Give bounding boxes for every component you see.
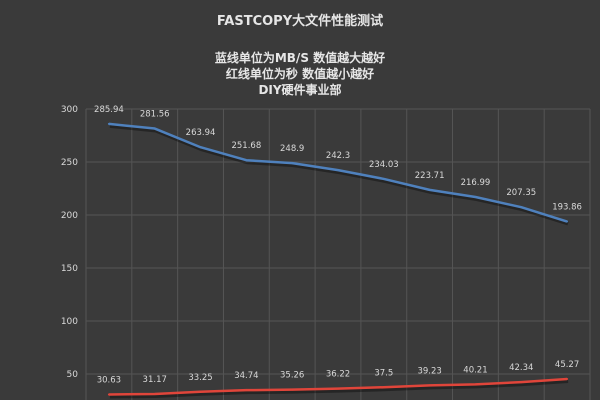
data-point [566,220,569,223]
data-label: 242.3 [326,151,350,161]
data-labels: 285.94 281.56 263.94 251.68 248.9 242.3 234.03… [94,105,582,386]
y-tick-label: 100 [61,317,78,327]
data-point [337,169,339,172]
y-axis-ticks: 300 250 200 150 100 50 [61,105,78,380]
data-label: 251.68 [231,141,261,151]
chart-subtitle-1: 蓝线单位为MB/S 数值越大越好 [214,51,386,65]
data-label: 33.25 [188,373,212,383]
data-label: 39.23 [417,366,441,376]
data-label: 248.9 [280,144,304,154]
y-tick-label: 300 [61,105,78,115]
data-point [153,392,156,395]
data-point [245,159,248,162]
data-label: 216.99 [461,178,491,188]
chart-title: FASTCOPY大文件性能测试 [216,14,384,29]
data-point [382,177,385,180]
data-label: 281.56 [140,110,170,120]
data-label: 34.74 [234,371,258,381]
series-shadow [109,379,569,399]
data-label: 31.17 [143,375,167,385]
data-label: 36.22 [326,370,350,380]
y-tick-label: 250 [61,158,78,168]
data-point [107,122,110,125]
data-label: 45.27 [555,360,579,370]
data-label: 234.03 [369,160,399,170]
data-point [566,378,569,381]
grid-lines [85,108,591,400]
data-point [107,393,110,396]
series-group [107,122,569,399]
data-point [245,389,248,392]
y-tick-label: 200 [61,211,78,221]
data-point [382,386,385,389]
data-label: 223.71 [415,171,445,181]
data-point [520,206,523,209]
chart-subtitle-3: DIY硬件事业部 [258,83,342,97]
data-point [520,381,523,384]
data-point [199,146,202,149]
y-tick-label: 150 [61,264,78,274]
data-point [428,384,431,387]
data-point [199,390,202,393]
data-label: 263.94 [186,128,216,138]
data-point [291,162,294,165]
data-point [474,383,477,386]
data-point [153,127,156,130]
chart-subtitle-2: 红线单位为秒 数值越小越好 [225,67,375,81]
data-point [291,388,294,391]
data-label: 37.5 [374,368,393,378]
data-label: 35.26 [280,371,304,381]
data-label: 30.63 [97,376,121,386]
data-label: 40.21 [463,365,487,375]
data-label: 42.34 [509,363,533,373]
data-label: 285.94 [94,105,124,115]
data-point [474,195,477,198]
series-shadow [109,123,569,226]
data-label: 207.35 [506,188,536,198]
chart-titles: FASTCOPY大文件性能测试 蓝线单位为MB/S 数值越大越好 红线单位为秒 … [0,0,600,98]
data-point [337,387,339,390]
data-point [428,188,431,191]
y-tick-label: 50 [67,370,79,380]
data-label: 193.86 [552,203,582,213]
